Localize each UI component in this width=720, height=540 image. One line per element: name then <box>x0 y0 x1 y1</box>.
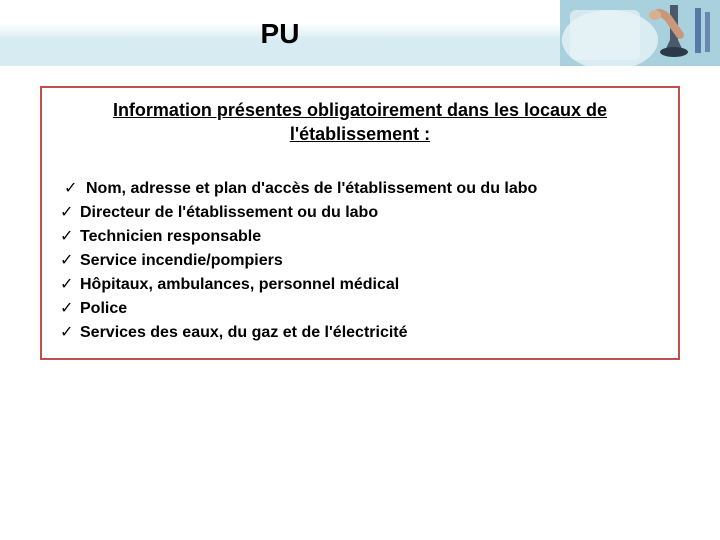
section-heading: Information présentes obligatoirement da… <box>56 98 664 147</box>
header-band: PU <box>0 0 720 66</box>
list-item: Nom, adresse et plan d'accès de l'établi… <box>60 177 664 201</box>
content-box: Information présentes obligatoirement da… <box>40 86 680 360</box>
list-item: Service incendie/pompiers <box>60 249 664 273</box>
list-item: Technicien responsable <box>60 225 664 249</box>
list-item: Directeur de l'établissement ou du labo <box>60 201 664 225</box>
page-title: PU <box>0 18 560 50</box>
checklist: Nom, adresse et plan d'accès de l'établi… <box>56 177 664 345</box>
list-item: Services des eaux, du gaz et de l'électr… <box>60 321 664 345</box>
lab-photo-icon <box>560 0 720 66</box>
list-item: Police <box>60 297 664 321</box>
list-item: Hôpitaux, ambulances, personnel médical <box>60 273 664 297</box>
